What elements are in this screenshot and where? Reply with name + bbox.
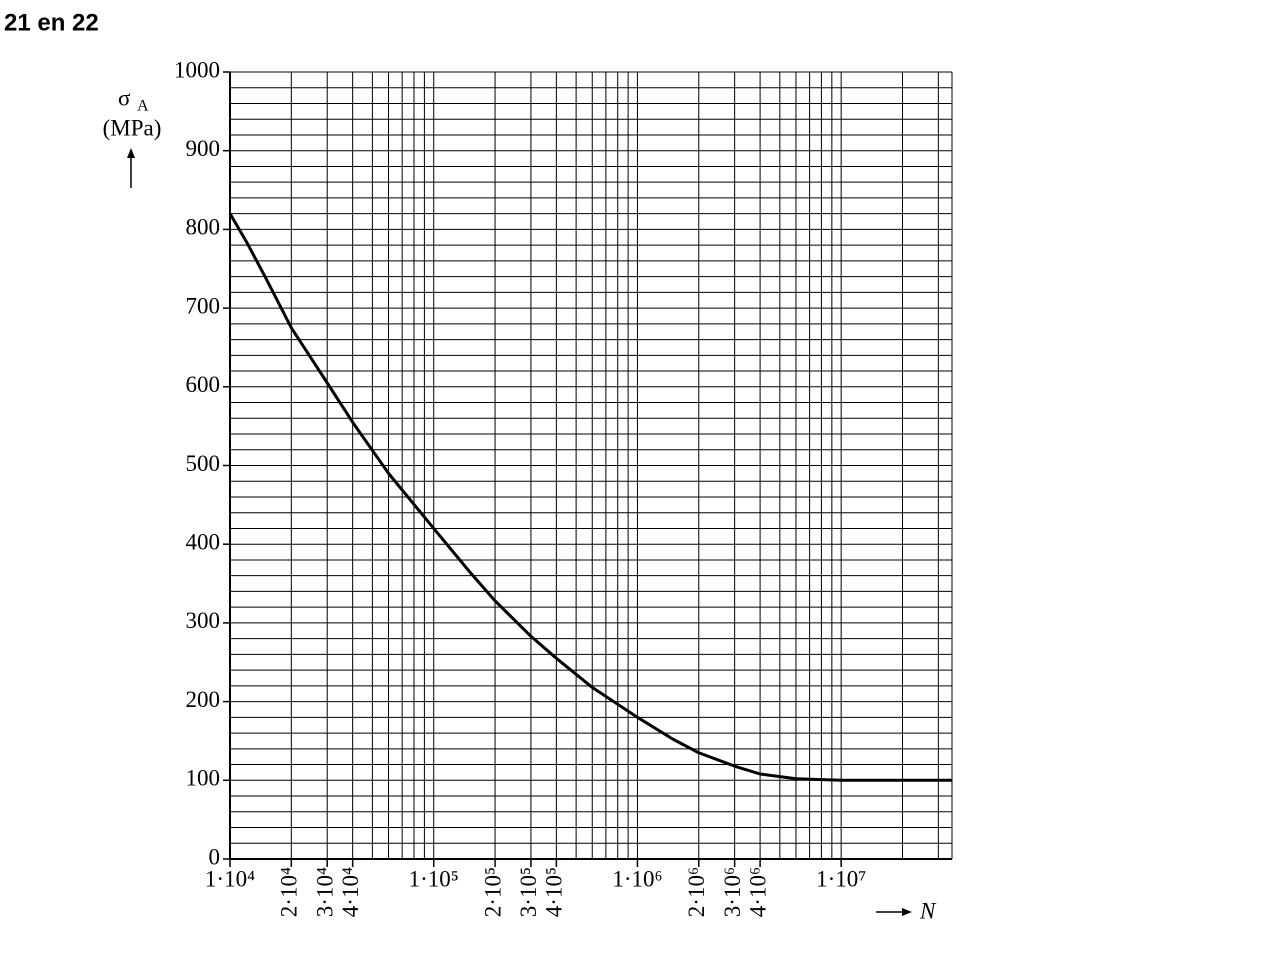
page-title: 21 en 22 xyxy=(4,9,99,36)
x-tick-label: 3·10⁴ xyxy=(312,867,337,917)
x-tick-label: 4·10⁴ xyxy=(338,867,363,917)
x-label: N xyxy=(919,898,937,923)
x-tick-label: 1·10⁵ xyxy=(409,866,459,891)
x-tick-label: 2·10⁵ xyxy=(480,867,505,917)
y-tick-label: 500 xyxy=(186,451,221,476)
y-tick-label: 600 xyxy=(186,372,221,397)
x-tick-label: 4·10⁶ xyxy=(745,867,770,917)
y-tick-label: 700 xyxy=(186,293,221,318)
x-tick-label: 2·10⁶ xyxy=(684,867,709,917)
y-symbol: σ xyxy=(118,85,131,110)
x-tick-label: 1·10⁴ xyxy=(205,866,255,891)
y-unit: (MPa) xyxy=(103,115,162,140)
y-tick-label: 800 xyxy=(186,215,221,240)
x-arrow-head xyxy=(902,908,912,916)
y-tick-label: 900 xyxy=(186,136,221,161)
y-tick-label: 300 xyxy=(186,608,221,633)
x-tick-label: 1·10⁶ xyxy=(612,866,662,891)
x-tick-label: 4·10⁵ xyxy=(542,867,567,917)
y-arrow-head xyxy=(127,148,135,158)
x-tick-label: 2·10⁴ xyxy=(277,867,302,917)
y-tick-label: 200 xyxy=(186,687,221,712)
y-tick-label: 1000 xyxy=(174,57,220,82)
y-tick-label: 400 xyxy=(186,529,221,554)
y-tick-label: 100 xyxy=(186,766,221,791)
y-tick-label: 0 xyxy=(209,844,221,869)
x-tick-label: 3·10⁶ xyxy=(720,867,745,917)
x-tick-label: 3·10⁵ xyxy=(516,867,541,917)
data-line xyxy=(228,212,952,782)
x-tick-label: 1·10⁷ xyxy=(816,866,866,891)
y-subscript: A xyxy=(137,98,149,115)
